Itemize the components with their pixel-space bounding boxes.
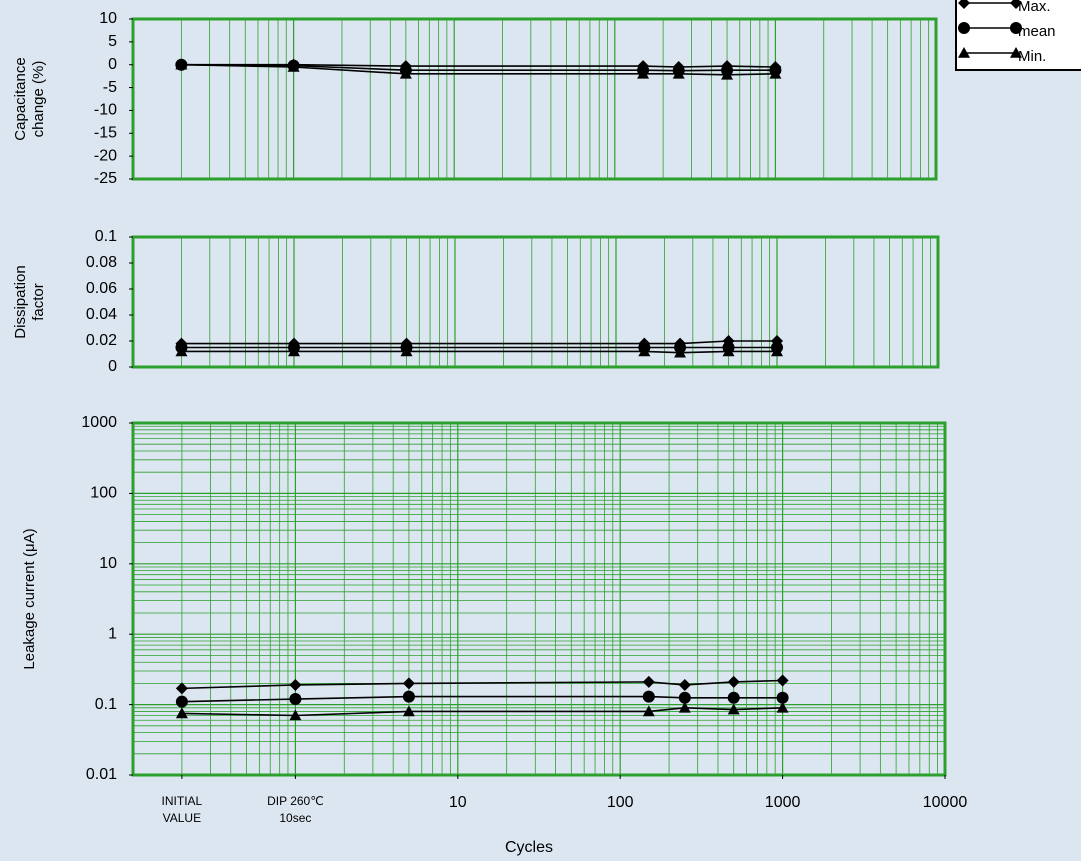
marker <box>1010 0 1022 9</box>
y-tick-label: 1 <box>108 625 117 642</box>
marker <box>289 678 302 691</box>
legend-label: Max. <box>1018 0 1051 15</box>
marker <box>289 709 302 721</box>
series-line <box>181 340 777 345</box>
marker <box>769 67 782 79</box>
x-tick-label: INITIAL VALUE <box>161 794 203 825</box>
marker <box>678 691 691 704</box>
marker <box>642 690 655 703</box>
y-tick-label: 100 <box>90 485 117 502</box>
plot-frame <box>131 421 947 777</box>
y-tick-label: -25 <box>94 170 117 187</box>
marker <box>1010 47 1022 58</box>
marker <box>287 61 300 72</box>
marker <box>637 67 650 79</box>
y-tick-label: -5 <box>103 79 117 96</box>
legend-label: Min. <box>1018 48 1046 65</box>
x-tick-label: 1000 <box>765 794 801 811</box>
y-tick-label: 0.02 <box>86 332 117 349</box>
y-tick-label: 0 <box>108 358 117 375</box>
y-axis-label-line: Dissipation <box>12 265 29 338</box>
marker <box>674 346 687 358</box>
y-tick-label: 0.08 <box>86 254 117 271</box>
marker <box>175 707 188 719</box>
series-line <box>181 695 783 703</box>
marker <box>776 701 789 713</box>
y-tick-label: -10 <box>94 102 117 119</box>
y-tick-label: 0.1 <box>95 228 117 245</box>
series-line <box>181 679 783 690</box>
y-tick-label: 10 <box>99 555 117 572</box>
marker <box>175 682 188 695</box>
y-tick-label: 1000 <box>81 414 117 431</box>
marker <box>175 345 188 357</box>
marker <box>727 691 740 704</box>
marker <box>776 674 789 687</box>
marker <box>678 678 691 691</box>
marker <box>958 47 970 58</box>
marker <box>642 675 655 688</box>
marker <box>288 345 300 357</box>
y-tick-label: 0.1 <box>95 696 117 713</box>
y-tick-label: -20 <box>94 147 117 164</box>
y-axis-label-line: change (%) <box>30 61 47 138</box>
plot-frame <box>131 235 940 369</box>
marker <box>402 705 415 717</box>
legend-box <box>955 0 1081 71</box>
x-axis-label: Cycles <box>505 839 553 856</box>
marker <box>678 701 691 713</box>
y-axis-label: Dissipationfactor <box>12 265 47 338</box>
legend-label: mean <box>1018 23 1056 40</box>
y-tick-label: 0 <box>108 56 117 73</box>
x-tick-label: 10000 <box>923 794 968 811</box>
y-tick-label: 0.04 <box>86 306 117 323</box>
marker <box>402 677 415 690</box>
marker <box>722 345 735 357</box>
marker <box>958 0 970 9</box>
marker <box>289 693 302 706</box>
marker <box>672 67 685 79</box>
y-tick-label: 5 <box>108 33 117 50</box>
x-tick-label: 10 <box>449 794 467 811</box>
y-axis-label: Leakage current (μA) <box>21 528 38 669</box>
series-line <box>181 350 777 354</box>
plot-frame <box>131 17 938 181</box>
marker <box>402 690 415 703</box>
y-axis-label: Capacitancechange (%) <box>12 57 47 140</box>
marker <box>727 703 740 715</box>
y-tick-label: 10 <box>99 10 117 27</box>
marker <box>638 345 651 357</box>
x-tick-label: 100 <box>607 794 634 811</box>
marker <box>1010 22 1022 34</box>
y-tick-label: 0.06 <box>86 280 117 297</box>
y-axis-label-line: factor <box>30 283 47 321</box>
marker <box>175 58 188 70</box>
marker <box>175 695 188 708</box>
marker <box>727 675 740 688</box>
y-tick-label: -15 <box>94 125 117 142</box>
marker <box>771 345 783 357</box>
marker <box>399 67 412 79</box>
marker <box>642 705 655 717</box>
marker <box>958 22 970 34</box>
y-axis-label-line: Capacitance <box>12 57 29 140</box>
marker <box>776 691 789 704</box>
marker <box>400 345 413 357</box>
marker <box>721 68 734 80</box>
y-tick-label: 0.01 <box>86 766 117 783</box>
x-tick-label: DIP 260℃ 10sec <box>267 794 324 825</box>
